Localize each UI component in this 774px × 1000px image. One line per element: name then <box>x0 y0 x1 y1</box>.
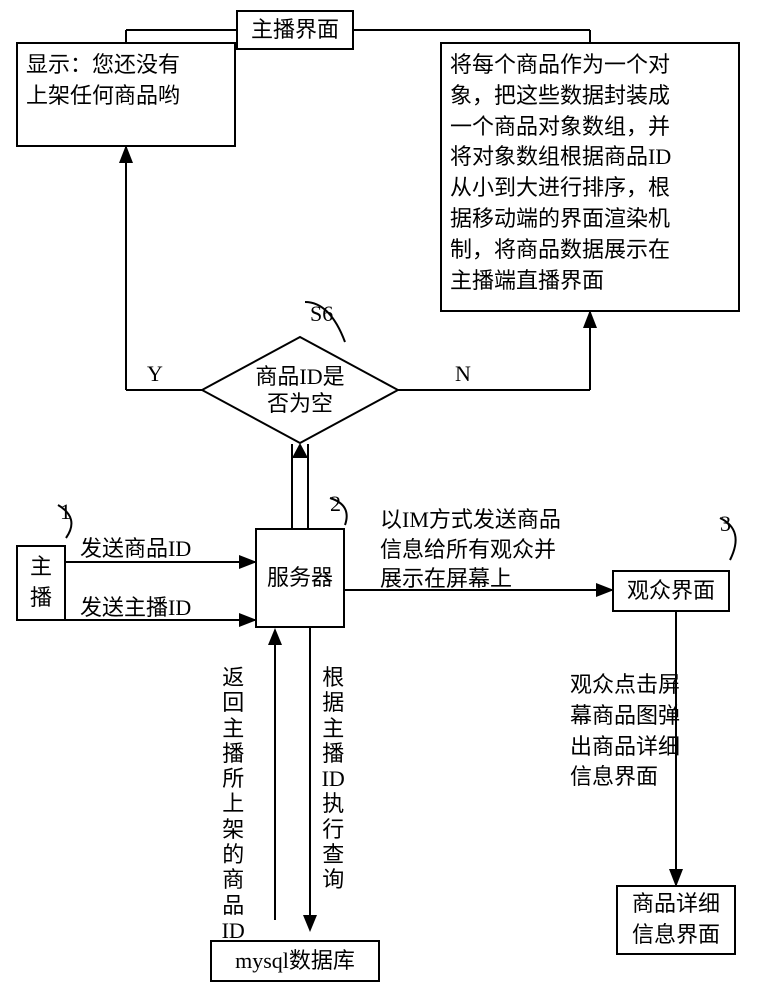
label-im-send: 以IM方式发送商品 信息给所有观众并 展示在屏幕上 <box>380 505 561 594</box>
title-box: 主播界面 <box>236 10 354 50</box>
right-result-text: 将每个商品作为一个对 象，把这些数据封装成 一个商品对象数组，并 将对象数组根据… <box>450 50 671 296</box>
server-marker: 2 <box>330 490 341 519</box>
audience-text: 观众界面 <box>627 576 715 607</box>
server-text: 服务器 <box>267 563 333 594</box>
detail-box: 商品详细 信息界面 <box>616 885 736 955</box>
label-return-ids: 返回主播所上架的商品ID <box>220 665 246 943</box>
label-query-by-host: 根据主播ID执行查询 <box>320 665 346 893</box>
server-box: 服务器 <box>255 528 345 628</box>
db-text: mysql数据库 <box>235 946 355 977</box>
audience-marker: 3 <box>720 510 731 539</box>
right-result-box: 将每个商品作为一个对 象，把这些数据封装成 一个商品对象数组，并 将对象数组根据… <box>440 42 740 312</box>
label-send-host-id: 发送主播ID <box>80 594 191 623</box>
host-marker: 1 <box>60 498 71 527</box>
host-box: 主 播 <box>16 545 66 621</box>
title-text: 主播界面 <box>251 15 339 46</box>
decision-text: 商品ID是 否为空 <box>255 363 344 418</box>
host-text: 主 播 <box>30 552 52 614</box>
left-result-box: 显示：您还没有 上架任何商品哟 <box>16 42 236 147</box>
audience-box: 观众界面 <box>612 570 730 612</box>
detail-text: 商品详细 信息界面 <box>632 889 720 951</box>
decision-y-label: Y <box>147 360 163 389</box>
decision-n-label: N <box>455 360 471 389</box>
label-send-product-id: 发送商品ID <box>80 535 191 564</box>
left-result-text: 显示：您还没有 上架任何商品哟 <box>26 50 180 112</box>
decision-marker-text: S6 <box>310 300 333 329</box>
label-click-detail: 观众点击屏 幕商品图弹 出商品详细 信息界面 <box>570 670 680 793</box>
db-box: mysql数据库 <box>210 940 380 982</box>
decision-diamond: 商品ID是 否为空 <box>200 335 400 445</box>
